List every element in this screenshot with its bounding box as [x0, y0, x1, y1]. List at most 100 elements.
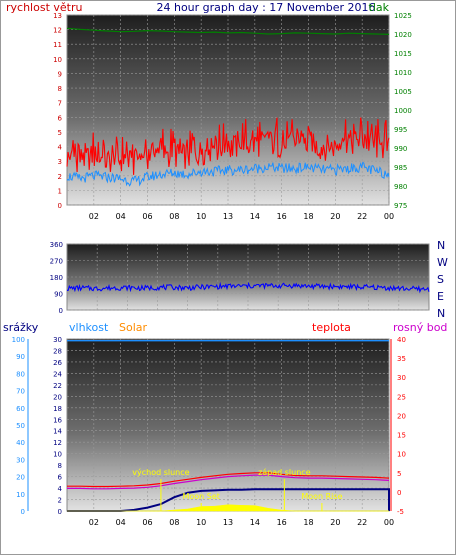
- pressure-axis: 975 980 985 990 995 1000 1005 1010 1015 1020 1025: [394, 12, 412, 210]
- direction-axis: 0 90 180 270 360: [50, 241, 63, 315]
- time-tick-label: 13: [223, 518, 233, 527]
- wind-tick-label: 0: [58, 202, 62, 210]
- pressure-axis-title: tlak: [369, 1, 390, 14]
- temperature-tick-label: 10: [397, 451, 406, 459]
- wind-tick-label: 5: [58, 129, 62, 137]
- rain-tick-label: 16: [53, 416, 62, 424]
- compass-label: E: [437, 290, 444, 303]
- pressure-tick-label: 1010: [394, 69, 412, 77]
- wind-speed-line: [66, 117, 390, 175]
- temperature-axis: -5 0 5 10 15 20 25 30 35 40: [390, 336, 406, 516]
- humidity-tick-label: 10: [16, 491, 25, 499]
- wind-tick-label: 12: [53, 27, 62, 35]
- humidity-axis: 0 10 20 30 40 50 60 70 80 90 100: [12, 336, 29, 516]
- time-tick-label: 04: [116, 518, 126, 527]
- time-tick-label: 16: [277, 212, 287, 221]
- wind-direction-line: [66, 281, 430, 294]
- wind-tick-label: 2: [58, 173, 62, 181]
- time-tick-label: 16: [277, 518, 287, 527]
- pressure-tick-label: 1000: [394, 107, 412, 115]
- wind-tick-label: 6: [58, 114, 63, 122]
- time-tick-label: 13: [223, 212, 233, 221]
- rain-tick-label: 12: [53, 439, 62, 447]
- compass-label: W: [437, 256, 448, 269]
- rain-tick-label: 4: [58, 485, 63, 493]
- time-tick-label: 04: [116, 212, 126, 221]
- temperature-tick-label: 35: [397, 355, 406, 363]
- pressure-tick-label: 975: [394, 202, 407, 210]
- wind-tick-label: 13: [53, 12, 62, 20]
- time-tick-label: 08: [169, 212, 179, 221]
- dew-point-line: [67, 474, 390, 490]
- time-tick-label: 06: [142, 518, 152, 527]
- pressure-tick-label: 980: [394, 183, 407, 191]
- humidity-tick-label: 30: [16, 456, 25, 464]
- time-tick-label: 14: [250, 212, 260, 221]
- rain-tick-label: 20: [53, 393, 62, 401]
- rain-tick-label: 10: [53, 451, 62, 459]
- rain-tick-label: 26: [53, 359, 62, 367]
- temperature-tick-label: 30: [397, 374, 406, 382]
- time-tick-label: 18: [303, 212, 313, 221]
- wind-average-line: [66, 161, 390, 187]
- rain-tick-label: 24: [53, 370, 62, 378]
- event-label: Moon Rise: [301, 492, 342, 501]
- rain-tick-label: 14: [53, 428, 62, 436]
- humidity-tick-label: 0: [21, 508, 25, 516]
- rain-tick-label: 2: [58, 497, 62, 505]
- temperature-tick-label: 25: [397, 393, 406, 401]
- time-tick-label: 02: [89, 212, 99, 221]
- temperature-tick-label: 5: [397, 470, 401, 478]
- humidity-tick-label: 90: [16, 353, 25, 361]
- wind-time-axis: 02 04 06 08 10 13 14 16 18 20 22 00: [89, 212, 394, 221]
- temperature-axis-title: teplota: [312, 321, 351, 334]
- humidity-tick-label: 50: [16, 422, 25, 430]
- time-tick-label: 06: [142, 212, 152, 221]
- wind-tick-label: 1: [58, 187, 62, 195]
- humidity-axis-title: vlhkost: [69, 321, 109, 334]
- graph-title: 24 hour graph day : 17 November 2016: [156, 1, 375, 14]
- temp-time-axis: 02 04 06 08 10 13 14 16 18 20 22 00: [89, 518, 394, 527]
- time-tick-label: 10: [196, 518, 206, 527]
- direction-tick-label: 360: [50, 241, 63, 249]
- solar-axis-title: Solar: [119, 321, 148, 334]
- rain-tick-label: 8: [58, 462, 62, 470]
- time-tick-label: 10: [196, 212, 206, 221]
- dew-point-axis-title: rosný bod: [393, 321, 447, 334]
- event-label: východ slunce: [132, 468, 189, 477]
- pressure-tick-label: 985: [394, 164, 407, 172]
- humidity-tick-label: 20: [16, 474, 25, 482]
- direction-tick-label: 270: [50, 258, 63, 266]
- compass-label: N: [437, 239, 445, 252]
- wind-axis-title: rychlost větru: [6, 1, 82, 14]
- wind-tick-label: 9: [58, 70, 62, 78]
- time-tick-label: 02: [89, 518, 99, 527]
- wind-pressure-grid: [67, 14, 390, 206]
- humidity-tick-label: 60: [16, 405, 25, 413]
- pressure-tick-label: 1025: [394, 12, 412, 20]
- time-tick-label: 22: [357, 212, 367, 221]
- wind-direction-series: [66, 281, 430, 294]
- wind-tick-label: 11: [53, 41, 62, 49]
- temperature-tick-label: 0: [397, 489, 401, 497]
- time-tick-label: 08: [169, 518, 179, 527]
- rain-axis-title: srážky: [3, 321, 39, 334]
- time-tick-label: 18: [303, 518, 313, 527]
- compass-label: N: [437, 307, 445, 320]
- temperature-tick-label: 15: [397, 432, 406, 440]
- rain-tick-label: 0: [58, 508, 62, 516]
- compass-label: S: [437, 273, 444, 286]
- temp-humidity-series: [67, 340, 390, 512]
- wind-tick-label: 3: [58, 158, 62, 166]
- time-tick-label: 20: [330, 212, 340, 221]
- wind-tick-label: 8: [58, 85, 62, 93]
- direction-tick-label: 180: [50, 274, 63, 282]
- rain-tick-label: 28: [53, 347, 62, 355]
- humidity-tick-label: 40: [16, 439, 25, 447]
- time-tick-label: 14: [250, 518, 260, 527]
